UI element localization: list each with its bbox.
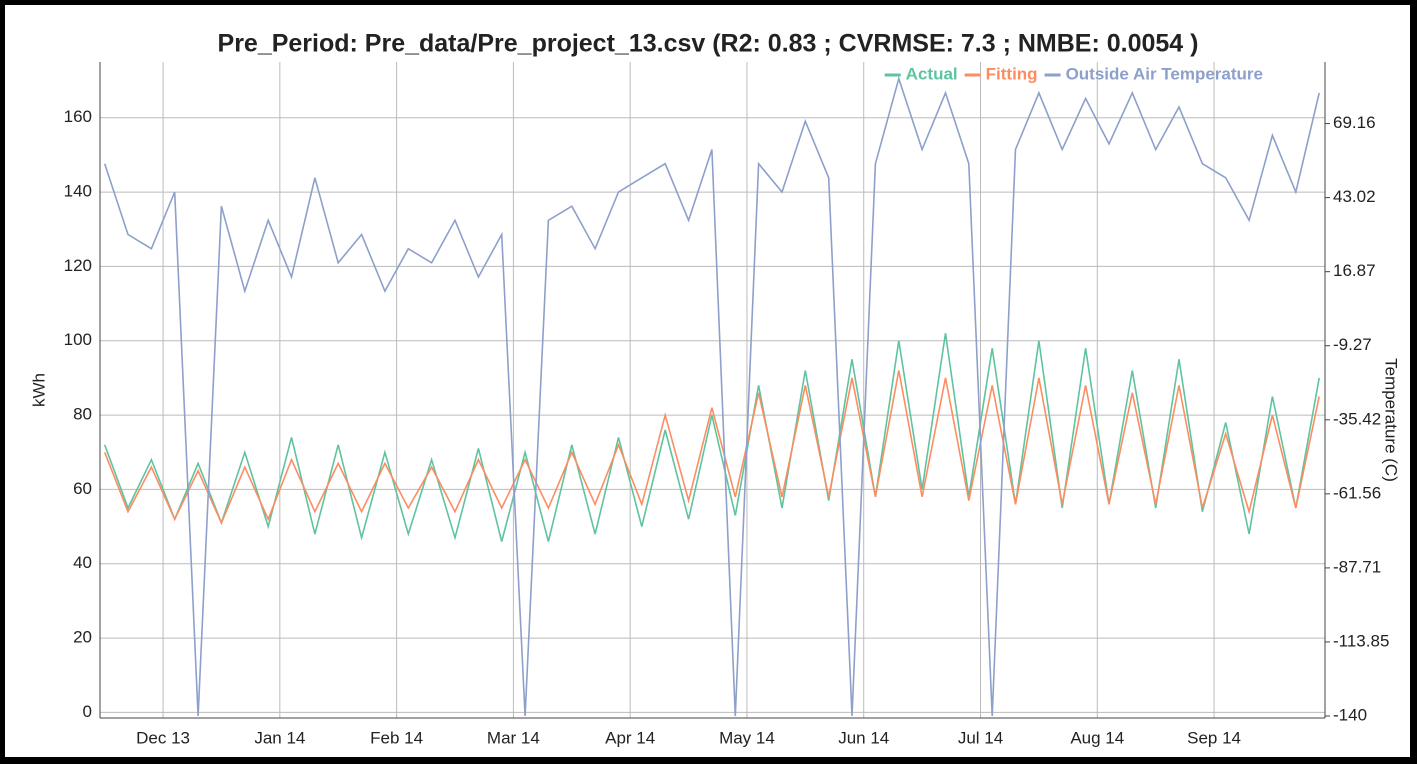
y-tick-label: 120 <box>64 256 92 275</box>
y2-tick-label: 16.87 <box>1333 261 1376 280</box>
y-tick-label: 20 <box>73 628 92 647</box>
x-tick-label: Dec 13 <box>136 728 190 747</box>
y-tick-label: 80 <box>73 405 92 424</box>
y-axis-label: kWh <box>29 373 48 407</box>
y-tick-label: 100 <box>64 330 92 349</box>
y2-tick-label: -35.42 <box>1333 409 1381 428</box>
y2-tick-label: -9.27 <box>1333 335 1372 354</box>
series-line <box>103 370 1320 525</box>
y-tick-label: 40 <box>73 553 92 572</box>
y-tick-label: 160 <box>64 107 92 126</box>
y2-tick-label: -87.71 <box>1333 557 1381 576</box>
x-tick-label: Feb 14 <box>370 728 423 747</box>
legend-label: Actual <box>906 64 958 83</box>
y-tick-label: 140 <box>64 182 92 201</box>
y2-tick-label: -61.56 <box>1333 483 1381 502</box>
y2-tick-label: 43.02 <box>1333 187 1376 206</box>
x-tick-label: Apr 14 <box>605 728 655 747</box>
x-tick-label: Jul 14 <box>958 728 1003 747</box>
y2-tick-label: -113.85 <box>1333 631 1389 650</box>
x-tick-label: Jan 14 <box>254 728 305 747</box>
y-tick-label: 60 <box>73 479 92 498</box>
x-tick-label: Jun 14 <box>838 728 889 747</box>
y2-tick-label: 69.16 <box>1333 113 1376 132</box>
x-tick-label: May 14 <box>719 728 775 747</box>
x-tick-label: Aug 14 <box>1070 728 1124 747</box>
series-line <box>103 75 1320 717</box>
x-tick-label: Sep 14 <box>1187 728 1241 747</box>
chart-title: Pre_Period: Pre_data/Pre_project_13.csv … <box>218 30 1199 58</box>
legend-label: Fitting <box>986 64 1038 83</box>
x-tick-label: Mar 14 <box>487 728 540 747</box>
legend-label: Outside Air Temperature <box>1066 64 1263 83</box>
y2-axis-label: Temperature (C) <box>1382 358 1401 482</box>
series-line <box>103 333 1320 542</box>
y2-tick-label: -140 <box>1333 706 1367 725</box>
y-tick-label: 0 <box>83 702 92 721</box>
